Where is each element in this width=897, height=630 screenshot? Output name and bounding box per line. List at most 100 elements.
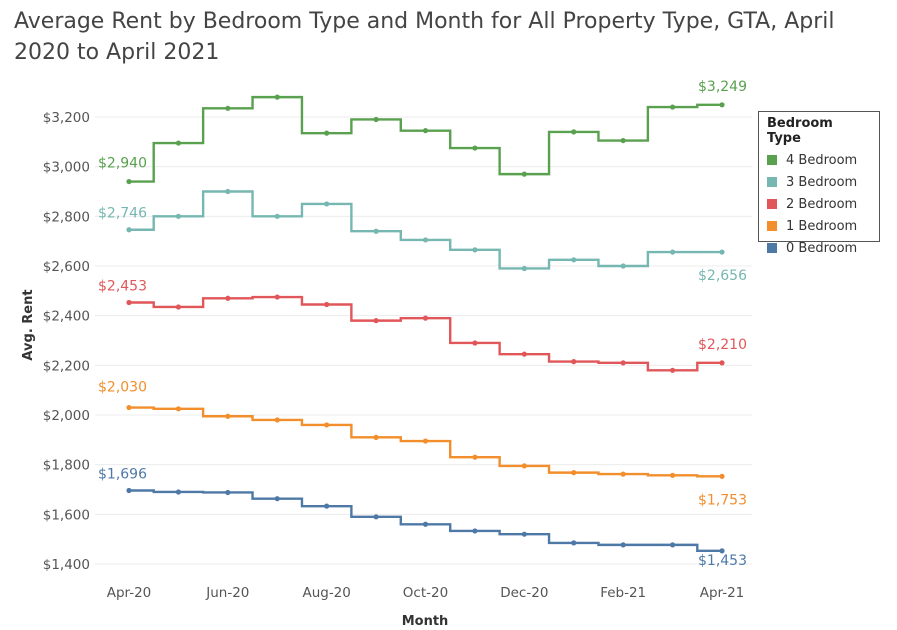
data-point bbox=[225, 295, 231, 301]
y-tick-label: $2,600 bbox=[43, 259, 90, 275]
data-point bbox=[571, 257, 577, 263]
legend-label: 0 Bedroom bbox=[786, 240, 858, 256]
data-point bbox=[126, 299, 132, 306]
legend-title: Bedroom Type bbox=[767, 116, 833, 146]
legend-item: 4 Bedroom bbox=[767, 149, 871, 171]
series-line bbox=[129, 489, 722, 553]
start-value-label: $2,940 bbox=[98, 156, 147, 172]
data-point bbox=[274, 294, 280, 300]
end-value-label: $1,453 bbox=[698, 553, 747, 569]
y-tick-label: $2,000 bbox=[43, 408, 90, 424]
series-line bbox=[129, 95, 722, 183]
data-point bbox=[571, 359, 577, 365]
data-point bbox=[521, 351, 527, 357]
data-point bbox=[472, 454, 478, 460]
data-point bbox=[620, 263, 626, 269]
legend-item: 0 Bedroom bbox=[767, 237, 871, 259]
data-point bbox=[175, 304, 182, 310]
data-point bbox=[620, 542, 626, 548]
series-line bbox=[129, 190, 722, 270]
data-point bbox=[669, 472, 676, 478]
data-point bbox=[175, 489, 182, 495]
data-point bbox=[521, 463, 527, 469]
legend-label: 3 Bedroom bbox=[786, 174, 858, 190]
data-point bbox=[571, 470, 577, 476]
y-axis-title: Avg. Rent bbox=[21, 289, 36, 360]
x-tick-label: Apr-20 bbox=[107, 585, 152, 601]
data-point bbox=[422, 128, 429, 134]
data-point bbox=[669, 367, 676, 373]
series-0-bedroom: $1,696 $1,453 bbox=[98, 466, 747, 568]
start-value-label: $2,030 bbox=[98, 380, 147, 396]
data-point bbox=[324, 422, 330, 428]
legend-swatch bbox=[767, 199, 777, 209]
data-point bbox=[225, 413, 231, 419]
x-tick-label: Dec-20 bbox=[500, 585, 548, 601]
data-point bbox=[719, 102, 725, 108]
data-point bbox=[274, 94, 280, 100]
x-tick-label: Aug-20 bbox=[302, 585, 350, 601]
y-tick-label: $3,000 bbox=[43, 160, 90, 176]
data-point bbox=[719, 360, 725, 366]
data-point bbox=[422, 237, 429, 243]
data-point bbox=[521, 531, 527, 537]
data-point bbox=[373, 228, 379, 234]
legend-swatch bbox=[767, 177, 777, 187]
data-point bbox=[719, 473, 725, 479]
data-point bbox=[126, 487, 132, 494]
data-point bbox=[175, 140, 182, 146]
data-point bbox=[472, 528, 478, 534]
series-3-bedroom: $2,746 $2,656 bbox=[98, 188, 747, 284]
data-point bbox=[274, 417, 280, 423]
data-point bbox=[620, 360, 626, 366]
y-tick-label: $3,200 bbox=[43, 110, 90, 126]
legend-items: 4 Bedroom 3 Bedroom 2 Bedroom 1 Bedroom 0 Be… bbox=[767, 149, 871, 259]
data-point bbox=[719, 249, 725, 255]
legend-item: 3 Bedroom bbox=[767, 171, 871, 193]
data-point bbox=[472, 247, 478, 253]
data-point bbox=[422, 438, 429, 444]
data-point bbox=[669, 104, 676, 110]
start-value-label: $2,746 bbox=[98, 206, 147, 222]
data-point bbox=[373, 116, 379, 123]
legend-item: 1 Bedroom bbox=[767, 215, 871, 237]
end-value-label: $3,249 bbox=[698, 79, 747, 95]
data-point bbox=[225, 188, 231, 195]
start-value-label: $1,696 bbox=[98, 466, 147, 482]
data-point bbox=[620, 137, 626, 144]
data-point bbox=[620, 471, 626, 477]
data-point bbox=[472, 340, 478, 346]
y-tick-label: $2,800 bbox=[43, 209, 90, 225]
data-point bbox=[175, 406, 182, 412]
chart-title: Average Rent by Bedroom Type and Month f… bbox=[14, 9, 835, 65]
data-point bbox=[175, 213, 182, 219]
data-point bbox=[225, 489, 231, 496]
end-value-label: $2,656 bbox=[698, 268, 747, 284]
y-tick-label: $2,400 bbox=[43, 309, 90, 325]
legend-swatch bbox=[767, 243, 777, 253]
series-1-bedroom: $2,030 $1,753 bbox=[98, 380, 747, 509]
data-point bbox=[324, 503, 330, 509]
y-tick-label: $1,800 bbox=[43, 458, 90, 474]
data-point bbox=[571, 540, 577, 546]
data-point bbox=[324, 301, 330, 308]
data-point bbox=[422, 521, 429, 527]
series-4-bedroom: $2,940 $3,249 bbox=[98, 79, 747, 185]
x-tick-label: Oct-20 bbox=[403, 585, 448, 601]
y-tick-label: $1,600 bbox=[43, 507, 90, 523]
legend-swatch bbox=[767, 221, 777, 231]
legend-label: 4 Bedroom bbox=[786, 152, 858, 168]
data-point bbox=[472, 145, 478, 151]
data-point bbox=[571, 129, 577, 135]
series-2-bedroom: $2,453 $2,210 bbox=[98, 279, 747, 373]
x-axis-title: Month bbox=[402, 614, 449, 629]
legend-swatch bbox=[767, 155, 777, 165]
data-point bbox=[324, 130, 330, 136]
data-point bbox=[324, 201, 330, 207]
data-point bbox=[373, 434, 379, 440]
x-tick-label: Jun-20 bbox=[205, 585, 249, 601]
end-value-label: $1,753 bbox=[698, 492, 747, 508]
x-tick-label: Feb-21 bbox=[600, 585, 646, 601]
end-value-label: $2,210 bbox=[698, 337, 747, 353]
